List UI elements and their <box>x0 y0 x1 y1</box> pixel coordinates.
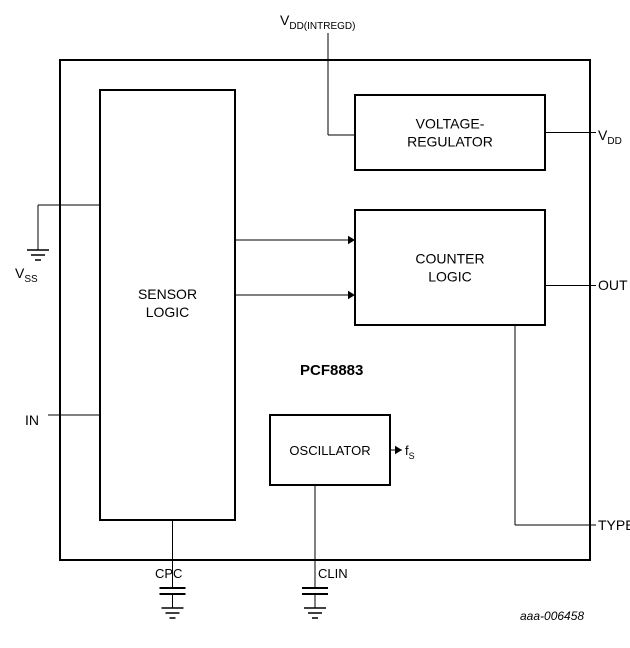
pin-vdd: VDD <box>598 127 622 147</box>
oscillator-label: OSCILLATOR <box>289 443 370 458</box>
voltage-label2: REGULATOR <box>407 134 493 150</box>
counter-logic-block <box>355 210 545 325</box>
voltage-label1: VOLTAGE- <box>416 116 485 132</box>
doc-id: aaa-006458 <box>520 609 584 623</box>
pin-cpc: CPC <box>155 566 182 581</box>
pin-type: TYPE <box>598 517 630 533</box>
sensor-label2: LOGIC <box>146 304 190 320</box>
sensor-label1: SENSOR <box>138 286 197 302</box>
chip-name: PCF8883 <box>300 362 363 379</box>
pin-vss: VSS <box>15 265 38 285</box>
voltage-regulator-block <box>355 95 545 170</box>
pin-vdd-intregd: VDD(INTREGD) <box>280 12 355 32</box>
pin-in: IN <box>25 412 39 428</box>
pin-clin: CLIN <box>318 566 348 581</box>
counter-label1: COUNTER <box>415 251 484 267</box>
pin-out: OUT <box>598 277 628 293</box>
counter-label2: LOGIC <box>428 269 472 285</box>
